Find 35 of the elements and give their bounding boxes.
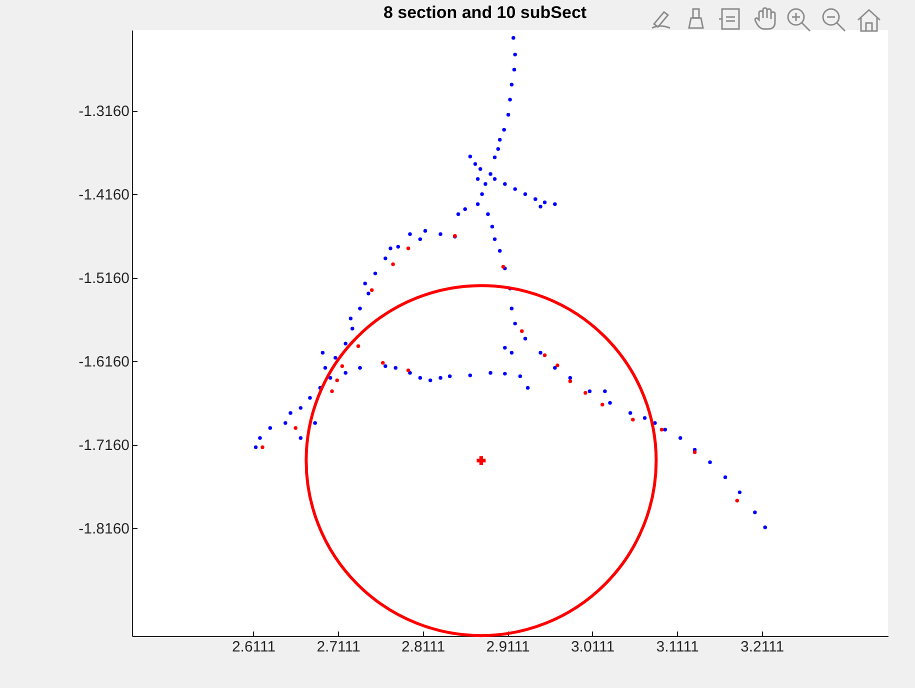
x-tick-label: 3.2111	[740, 638, 784, 656]
point	[381, 360, 385, 365]
x-tick-label: 2.6111	[232, 638, 276, 656]
y-tick-label: -1.3160	[78, 103, 130, 120]
point	[260, 445, 264, 450]
point	[294, 426, 298, 430]
point	[600, 402, 604, 406]
point	[542, 353, 547, 358]
point	[335, 378, 339, 382]
x-tick-label: 3.1111	[656, 638, 699, 656]
point	[631, 418, 635, 422]
y-tick-label: -1.7160	[78, 437, 130, 454]
point	[520, 329, 524, 333]
y-tick-label: -1.6160	[78, 354, 130, 371]
point	[584, 391, 588, 395]
x-tick-label: 2.9111	[486, 638, 530, 656]
point	[692, 450, 697, 454]
x-tick-label: 3.0111	[570, 638, 615, 656]
point	[406, 246, 410, 250]
point	[660, 428, 664, 432]
point	[391, 262, 395, 266]
point	[556, 363, 560, 368]
point	[735, 498, 740, 503]
point	[406, 368, 410, 372]
point	[340, 364, 344, 368]
point	[568, 379, 572, 384]
point	[370, 288, 374, 292]
point	[330, 389, 334, 394]
y-tick-label: -1.4160	[78, 186, 130, 204]
point	[356, 344, 360, 348]
y-tick-label: -1.8160	[78, 520, 130, 538]
y-tick-label: -1.5160	[78, 270, 130, 288]
x-tick-label: 2.7111	[316, 638, 360, 656]
chart-title: 8 section and 10 subSect	[383, 3, 587, 22]
x-tick-label: 2.8111	[401, 638, 446, 656]
